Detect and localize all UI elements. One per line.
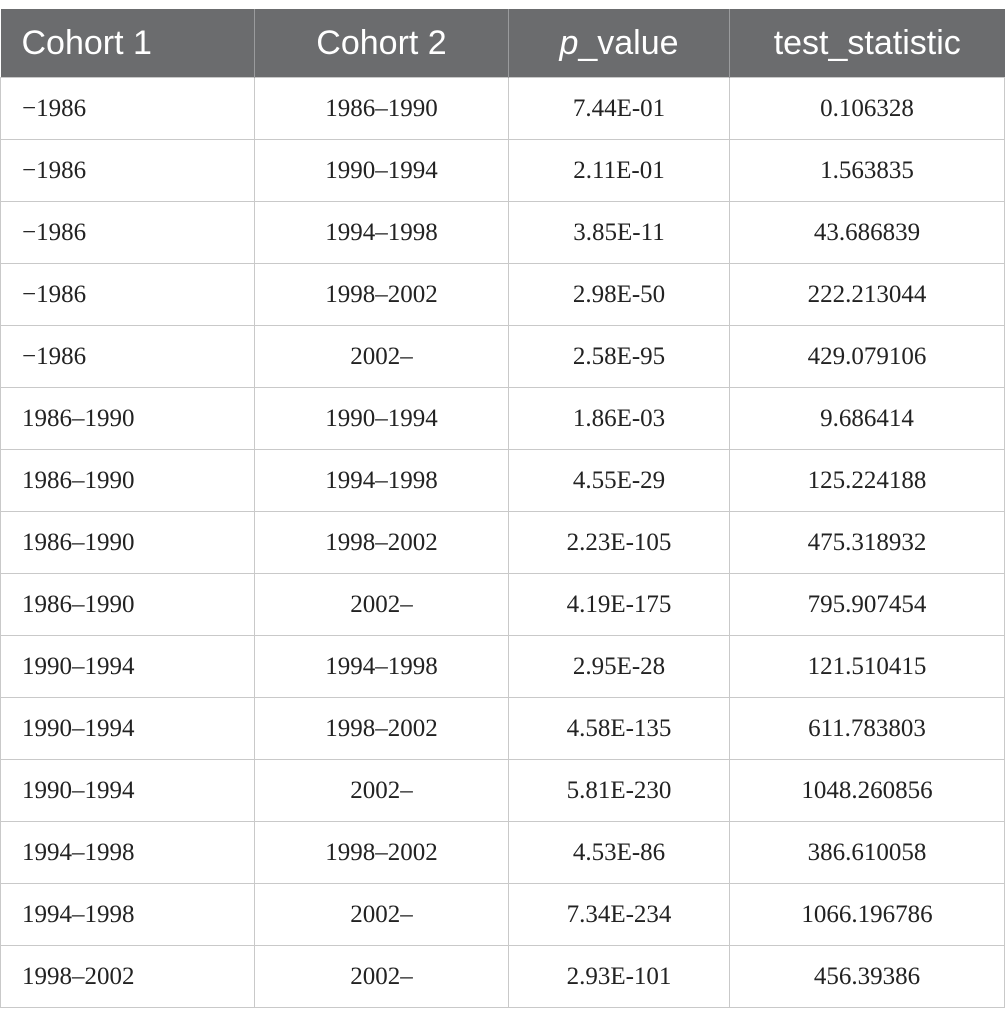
header-p-suffix: _value xyxy=(578,23,679,62)
cell-test-statistic: 386.610058 xyxy=(729,821,1005,884)
cell-cohort-2: 2002– xyxy=(254,759,509,822)
cell-p-value: 2.23E-105 xyxy=(508,511,730,574)
table-row: 1994–1998 2002– 7.34E-234 1066.196786 xyxy=(0,883,1005,946)
cell-cohort-2: 2002– xyxy=(254,573,509,636)
table-row: −1986 2002– 2.58E-95 429.079106 xyxy=(0,325,1005,388)
table-row: −1986 1990–1994 2.11E-01 1.563835 xyxy=(0,139,1005,202)
cell-cohort-1: 1998–2002 xyxy=(0,945,255,1008)
cell-cohort-1: −1986 xyxy=(0,263,255,326)
cell-cohort-1: 1994–1998 xyxy=(0,883,255,946)
cell-cohort-2: 1990–1994 xyxy=(254,387,509,450)
table-row: 1998–2002 2002– 2.93E-101 456.39386 xyxy=(0,945,1005,1008)
table-row: 1990–1994 1998–2002 4.58E-135 611.783803 xyxy=(0,697,1005,760)
table-row: 1990–1994 2002– 5.81E-230 1048.260856 xyxy=(0,759,1005,822)
cell-test-statistic: 9.686414 xyxy=(729,387,1005,450)
cell-cohort-2: 1994–1998 xyxy=(254,635,509,698)
table-row: −1986 1998–2002 2.98E-50 222.213044 xyxy=(0,263,1005,326)
table-row: 1986–1990 1998–2002 2.23E-105 475.318932 xyxy=(0,511,1005,574)
cell-p-value: 2.11E-01 xyxy=(508,139,730,202)
cell-cohort-1: −1986 xyxy=(0,77,255,140)
cell-cohort-1: 1990–1994 xyxy=(0,759,255,822)
cell-cohort-2: 2002– xyxy=(254,945,509,1008)
table-row: 1986–1990 2002– 4.19E-175 795.907454 xyxy=(0,573,1005,636)
cell-p-value: 4.19E-175 xyxy=(508,573,730,636)
cell-cohort-2: 1986–1990 xyxy=(254,77,509,140)
cell-cohort-1: 1986–1990 xyxy=(0,387,255,450)
table-row: 1994–1998 1998–2002 4.53E-86 386.610058 xyxy=(0,821,1005,884)
cell-test-statistic: 1066.196786 xyxy=(729,883,1005,946)
cell-cohort-2: 2002– xyxy=(254,883,509,946)
cell-cohort-2: 1994–1998 xyxy=(254,201,509,264)
cell-p-value: 2.98E-50 xyxy=(508,263,730,326)
cell-p-value: 4.58E-135 xyxy=(508,697,730,760)
header-cohort-2: Cohort 2 xyxy=(254,9,509,78)
table-body: −1986 1986–1990 7.44E-01 0.106328 −1986 1990–… xyxy=(0,77,1005,1008)
cell-cohort-1: 1990–1994 xyxy=(0,697,255,760)
cell-p-value: 2.58E-95 xyxy=(508,325,730,388)
header-p-italic: p xyxy=(559,23,579,62)
cell-test-statistic: 43.686839 xyxy=(729,201,1005,264)
cell-test-statistic: 475.318932 xyxy=(729,511,1005,574)
cell-cohort-1: 1986–1990 xyxy=(0,573,255,636)
cell-cohort-1: 1990–1994 xyxy=(0,635,255,698)
cohort-comparison-table: Cohort 1 Cohort 2 p_value test_statistic… xyxy=(0,9,1005,1008)
cell-test-statistic: 121.510415 xyxy=(729,635,1005,698)
cell-test-statistic: 0.106328 xyxy=(729,77,1005,140)
cell-cohort-2: 2002– xyxy=(254,325,509,388)
cell-p-value: 7.44E-01 xyxy=(508,77,730,140)
header-test-statistic: test_statistic xyxy=(729,9,1005,78)
cell-cohort-2: 1998–2002 xyxy=(254,697,509,760)
cell-test-statistic: 222.213044 xyxy=(729,263,1005,326)
cell-cohort-1: 1986–1990 xyxy=(0,449,255,512)
cell-p-value: 7.34E-234 xyxy=(508,883,730,946)
cell-test-statistic: 456.39386 xyxy=(729,945,1005,1008)
table-row: 1986–1990 1990–1994 1.86E-03 9.686414 xyxy=(0,387,1005,450)
cell-test-statistic: 795.907454 xyxy=(729,573,1005,636)
table-header: Cohort 1 Cohort 2 p_value test_statistic xyxy=(0,9,1005,78)
cell-cohort-1: 1986–1990 xyxy=(0,511,255,574)
table-row: 1986–1990 1994–1998 4.55E-29 125.224188 xyxy=(0,449,1005,512)
cell-p-value: 2.93E-101 xyxy=(508,945,730,1008)
table-row: −1986 1994–1998 3.85E-11 43.686839 xyxy=(0,201,1005,264)
header-row: Cohort 1 Cohort 2 p_value test_statistic xyxy=(0,9,1005,78)
cell-test-statistic: 1.563835 xyxy=(729,139,1005,202)
cell-cohort-2: 1998–2002 xyxy=(254,511,509,574)
cell-cohort-1: −1986 xyxy=(0,139,255,202)
table-row: 1990–1994 1994–1998 2.95E-28 121.510415 xyxy=(0,635,1005,698)
cell-cohort-1: −1986 xyxy=(0,201,255,264)
cell-p-value: 3.85E-11 xyxy=(508,201,730,264)
cell-cohort-2: 1998–2002 xyxy=(254,263,509,326)
cell-cohort-2: 1990–1994 xyxy=(254,139,509,202)
header-p-value: p_value xyxy=(508,9,730,78)
cell-p-value: 1.86E-03 xyxy=(508,387,730,450)
table-row: −1986 1986–1990 7.44E-01 0.106328 xyxy=(0,77,1005,140)
cell-cohort-2: 1994–1998 xyxy=(254,449,509,512)
cell-p-value: 4.55E-29 xyxy=(508,449,730,512)
cell-cohort-1: −1986 xyxy=(0,325,255,388)
cell-test-statistic: 611.783803 xyxy=(729,697,1005,760)
cell-cohort-1: 1994–1998 xyxy=(0,821,255,884)
header-cohort-1: Cohort 1 xyxy=(0,9,255,78)
cell-cohort-2: 1998–2002 xyxy=(254,821,509,884)
cell-test-statistic: 1048.260856 xyxy=(729,759,1005,822)
cell-test-statistic: 125.224188 xyxy=(729,449,1005,512)
cell-p-value: 2.95E-28 xyxy=(508,635,730,698)
cell-test-statistic: 429.079106 xyxy=(729,325,1005,388)
cell-p-value: 5.81E-230 xyxy=(508,759,730,822)
cell-p-value: 4.53E-86 xyxy=(508,821,730,884)
